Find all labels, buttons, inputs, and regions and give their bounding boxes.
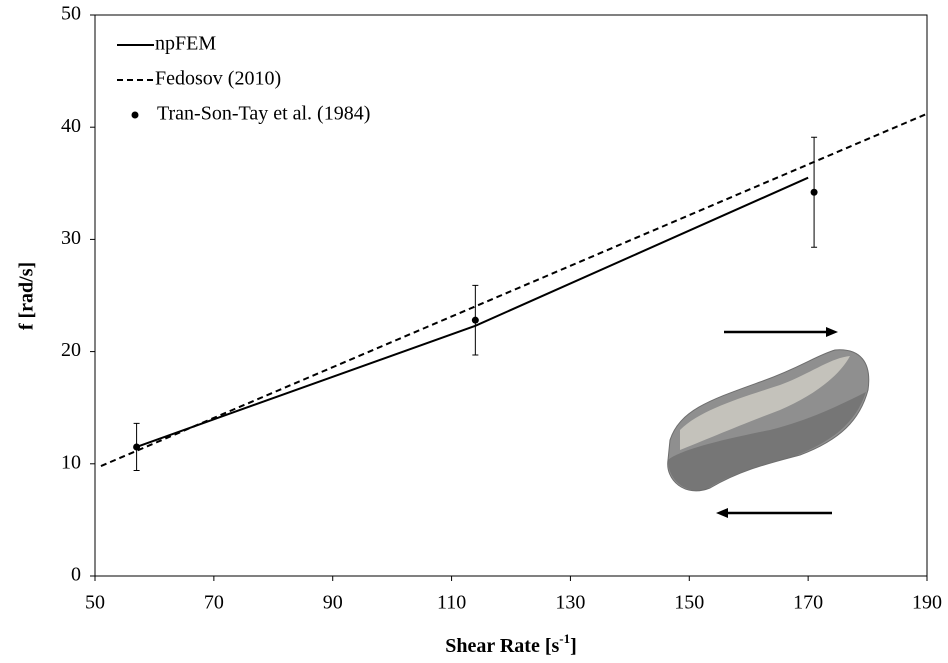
- legend-label: Fedosov (2010): [155, 68, 281, 90]
- y-tick-label: 30: [61, 227, 81, 249]
- y-tick-label: 40: [61, 115, 81, 137]
- y-tick-label: 20: [61, 339, 81, 361]
- y-tick-label: 0: [71, 564, 81, 586]
- y-tick-label: 10: [61, 451, 81, 473]
- legend-label: npFEM: [155, 33, 216, 55]
- x-tick-label: 130: [555, 592, 585, 614]
- x-tick-label: 110: [437, 592, 466, 614]
- x-tick-label: 90: [323, 592, 343, 614]
- legend-marker: [131, 111, 139, 119]
- x-tick-label: 190: [912, 592, 942, 614]
- data-point: [133, 443, 141, 451]
- x-tick-label: 50: [85, 592, 105, 614]
- x-tick-label: 150: [674, 592, 704, 614]
- plot-frame: [94, 14, 928, 577]
- x-axis-label: Shear Rate [s-1]: [445, 631, 577, 657]
- x-label-end: ]: [570, 635, 577, 657]
- data-point: [471, 316, 479, 324]
- x-tick-label: 70: [204, 592, 224, 614]
- legend-label: Tran-Son-Tay et al. (1984): [157, 103, 370, 125]
- y-tick-label: 50: [61, 3, 81, 25]
- data-point: [810, 188, 818, 196]
- x-label-sup: -1: [559, 631, 570, 646]
- x-label-text: Shear Rate [s: [445, 635, 559, 657]
- cell-illustration: [667, 327, 870, 518]
- y-axis-label: f [rad/s]: [16, 262, 38, 330]
- x-tick-label: 170: [793, 592, 823, 614]
